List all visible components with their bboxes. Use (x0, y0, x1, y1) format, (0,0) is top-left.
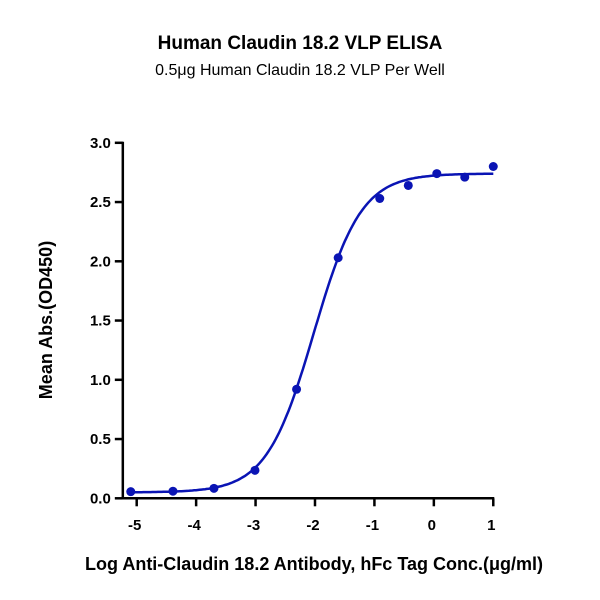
y-tick-label: 2.0 (90, 253, 111, 270)
x-axis-label: Log Anti-Claudin 18.2 Antibody, hFc Tag … (85, 554, 543, 574)
data-point (168, 486, 178, 496)
fit-curve (130, 172, 494, 494)
data-point (488, 162, 498, 171)
chart-title: Human Claudin 18.2 VLP ELISA (157, 33, 443, 54)
y-tick-label: 0.5 (90, 431, 111, 448)
x-tick-label: -4 (187, 517, 201, 534)
y-tick-label: 3.0 (90, 135, 111, 152)
data-point (403, 180, 413, 190)
data-point (375, 193, 385, 203)
data-point (126, 487, 136, 497)
y-tick-label: 0.0 (90, 490, 111, 507)
chart-subtitle: 0.5μg Human Claudin 18.2 VLP Per Well (155, 62, 445, 79)
data-point (432, 169, 442, 179)
y-tick-label: 1.0 (90, 372, 111, 389)
x-tick-label: -1 (366, 517, 379, 534)
y-tick-label: 1.5 (90, 313, 111, 330)
data-point (333, 253, 343, 263)
x-tick-label: -3 (247, 517, 260, 534)
data-point (209, 483, 219, 493)
data-point (250, 465, 260, 475)
y-axis-label: Mean Abs.(OD450) (36, 241, 56, 399)
data-point (460, 172, 470, 182)
x-tick-label: -5 (128, 517, 141, 534)
data-point (292, 384, 302, 394)
x-tick-label: -2 (306, 517, 319, 534)
y-tick-label: 2.5 (90, 194, 111, 211)
x-tick-label: 1 (487, 517, 495, 534)
x-tick-label: 0 (428, 517, 436, 534)
